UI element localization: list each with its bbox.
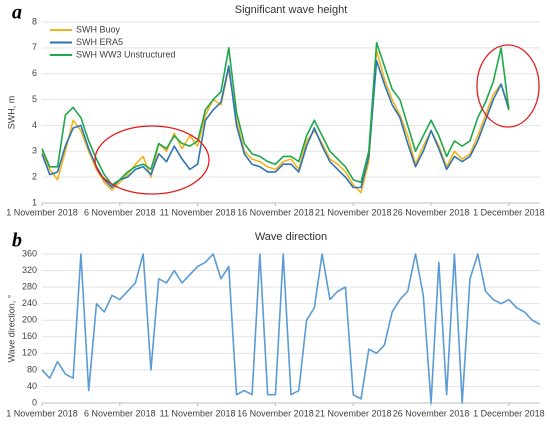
x-tick-label: 1 November 2018 bbox=[6, 207, 78, 217]
y-tick-label: 80 bbox=[27, 364, 37, 374]
x-tick-label: 1 November 2018 bbox=[6, 408, 78, 418]
y-tick-label: 160 bbox=[22, 331, 37, 341]
y-tick-label: 240 bbox=[22, 298, 37, 308]
legend-label: SWH WW3 Unstructured bbox=[76, 49, 176, 59]
x-tick-label: 11 November 2018 bbox=[160, 408, 236, 418]
y-tick-label: 4 bbox=[32, 120, 37, 130]
x-tick-label: 6 November 2018 bbox=[84, 408, 156, 418]
legend-label: SWH ERA5 bbox=[76, 37, 123, 47]
y-tick-label: 2 bbox=[32, 172, 37, 182]
y-tick-label: 320 bbox=[22, 265, 37, 275]
series-line bbox=[41, 41, 510, 186]
x-tick-label: 1 December 2018 bbox=[473, 207, 545, 217]
panel-label: b bbox=[12, 230, 22, 252]
panel-label: a bbox=[12, 2, 22, 24]
x-tick-label: 26 November 2018 bbox=[393, 408, 470, 418]
series-line bbox=[41, 253, 541, 404]
y-axis-label: Wave direction, ° bbox=[6, 294, 16, 362]
chart-title: Significant wave height bbox=[235, 4, 348, 16]
legend-label: SWH Buoy bbox=[76, 24, 121, 34]
y-tick-label: 5 bbox=[32, 94, 37, 104]
x-tick-label: 6 November 2018 bbox=[84, 207, 156, 217]
y-tick-label: 0 bbox=[32, 397, 37, 407]
x-tick-label: 21 November 2018 bbox=[315, 408, 392, 418]
y-tick-label: 6 bbox=[32, 68, 37, 78]
y-tick-label: 1 bbox=[32, 197, 37, 207]
x-tick-label: 16 November 2018 bbox=[237, 408, 314, 418]
x-tick-label: 1 December 2018 bbox=[473, 408, 545, 418]
y-tick-label: 200 bbox=[22, 315, 37, 325]
y-axis-label: SWH, m bbox=[6, 96, 16, 130]
y-tick-label: 40 bbox=[27, 381, 37, 391]
x-tick-label: 26 November 2018 bbox=[393, 207, 470, 217]
y-tick-label: 120 bbox=[22, 348, 37, 358]
annotation-ellipse bbox=[94, 125, 210, 195]
y-tick-label: 8 bbox=[32, 16, 37, 26]
y-tick-label: 3 bbox=[32, 146, 37, 156]
y-tick-label: 7 bbox=[32, 42, 37, 52]
y-tick-label: 280 bbox=[22, 281, 37, 291]
annotation-ellipse bbox=[476, 44, 540, 128]
y-tick-label: 360 bbox=[22, 248, 37, 258]
x-tick-label: 21 November 2018 bbox=[315, 207, 392, 217]
chart-title: Wave direction bbox=[255, 231, 327, 243]
x-tick-label: 16 November 2018 bbox=[237, 207, 314, 217]
x-tick-label: 11 November 2018 bbox=[160, 207, 236, 217]
